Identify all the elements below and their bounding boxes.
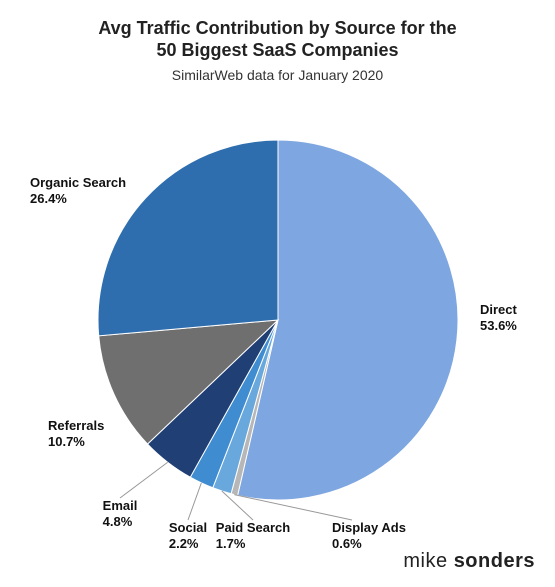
attribution: mike sonders [403, 550, 535, 573]
attribution-last: sonders [454, 550, 535, 572]
slice-label-name: Direct [480, 302, 517, 317]
slice-label-name: Organic Search [30, 175, 126, 190]
pie-chart-svg [0, 0, 555, 587]
leader-line [188, 483, 201, 520]
slice-label-name: Email [103, 498, 138, 513]
slice-label-pct: 0.6% [332, 536, 406, 552]
slice-label-pct: 53.6% [480, 318, 517, 334]
leader-line [120, 462, 168, 498]
slice-label-pct: 26.4% [30, 191, 126, 207]
slice-label-name: Paid Search [216, 520, 290, 535]
slice-label-display-ads: Display Ads0.6% [332, 520, 406, 553]
slice-label-organic-search: Organic Search26.4% [30, 175, 126, 208]
slice-label-name: Social [169, 520, 207, 535]
slice-label-direct: Direct53.6% [480, 302, 517, 335]
slice-label-name: Referrals [48, 418, 104, 433]
slice-label-referrals: Referrals10.7% [48, 418, 104, 451]
slice-label-email: Email4.8% [103, 498, 138, 531]
slice-label-name: Display Ads [332, 520, 406, 535]
slice-label-pct: 1.7% [216, 536, 290, 552]
slice-label-pct: 10.7% [48, 434, 104, 450]
attribution-first: mike [403, 550, 447, 572]
slice-label-pct: 4.8% [103, 514, 138, 530]
chart-container: Avg Traffic Contribution by Source for t… [0, 0, 555, 587]
slice-label-paid-search: Paid Search1.7% [216, 520, 290, 553]
pie-slice-organic-search [98, 140, 278, 336]
slice-label-pct: 2.2% [169, 536, 207, 552]
slice-label-social: Social2.2% [169, 520, 207, 553]
